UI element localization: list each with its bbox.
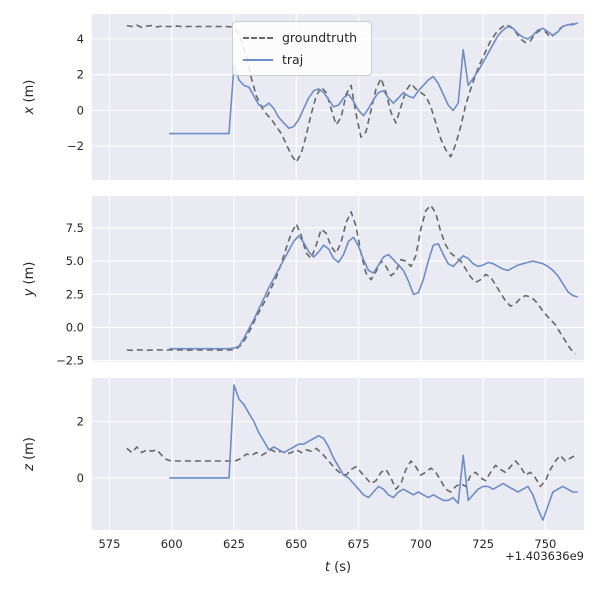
y-tick-label: 0 bbox=[77, 471, 84, 485]
axes-background bbox=[92, 196, 584, 362]
y-tick-label: 4 bbox=[77, 32, 84, 46]
legend-entry-traj: traj bbox=[243, 52, 357, 67]
x-tick-label: 675 bbox=[348, 537, 370, 551]
x-axis-label: t (s) bbox=[325, 560, 351, 575]
subplot-y: −2.5 0.0 2.5 5.0 7.5 y (m) bbox=[22, 196, 584, 368]
groundtruth-line bbox=[126, 204, 576, 355]
y-tick-label: 2 bbox=[77, 415, 84, 429]
y-tick-label: −2.5 bbox=[56, 354, 84, 368]
y-tick-label: 7.5 bbox=[66, 221, 84, 235]
subplot-z: 0 2 575 600 625 650 675 700 725 750 z (m) bbox=[22, 378, 584, 551]
x-tick-label: 625 bbox=[223, 537, 245, 551]
traj-line bbox=[169, 235, 579, 350]
y-tick-label: 0 bbox=[77, 103, 84, 117]
traj-line-sample bbox=[243, 58, 273, 61]
legend: groundtruth traj bbox=[232, 21, 373, 76]
y-axis-label: y (m) bbox=[22, 262, 37, 298]
groundtruth-line bbox=[126, 22, 576, 163]
groundtruth-line-sample bbox=[243, 36, 273, 39]
x-offset-label: +1.403636e9 bbox=[505, 549, 584, 563]
y-tick-label: 0.0 bbox=[66, 320, 84, 334]
axes-background bbox=[92, 378, 584, 530]
legend-label-groundtruth: groundtruth bbox=[282, 30, 358, 45]
x-tick-label: 750 bbox=[534, 537, 556, 551]
legend-entry-groundtruth: groundtruth bbox=[243, 30, 357, 45]
y-axis-label: x (m) bbox=[22, 80, 37, 116]
y-tick-label: 2 bbox=[77, 68, 84, 82]
y-axis-label: z (m) bbox=[22, 437, 37, 472]
legend-label-traj: traj bbox=[282, 52, 304, 67]
x-tick-label: 575 bbox=[98, 537, 120, 551]
y-tick-label: 2.5 bbox=[66, 287, 84, 301]
traj-line bbox=[169, 384, 578, 521]
x-tick-label: 700 bbox=[410, 537, 432, 551]
y-tick-label: −2 bbox=[67, 139, 84, 153]
groundtruth-line bbox=[126, 446, 576, 493]
x-tick-label: 600 bbox=[161, 537, 183, 551]
x-tick-label: 650 bbox=[285, 537, 307, 551]
y-tick-label: 5.0 bbox=[66, 254, 84, 268]
x-tick-label: 725 bbox=[472, 537, 494, 551]
